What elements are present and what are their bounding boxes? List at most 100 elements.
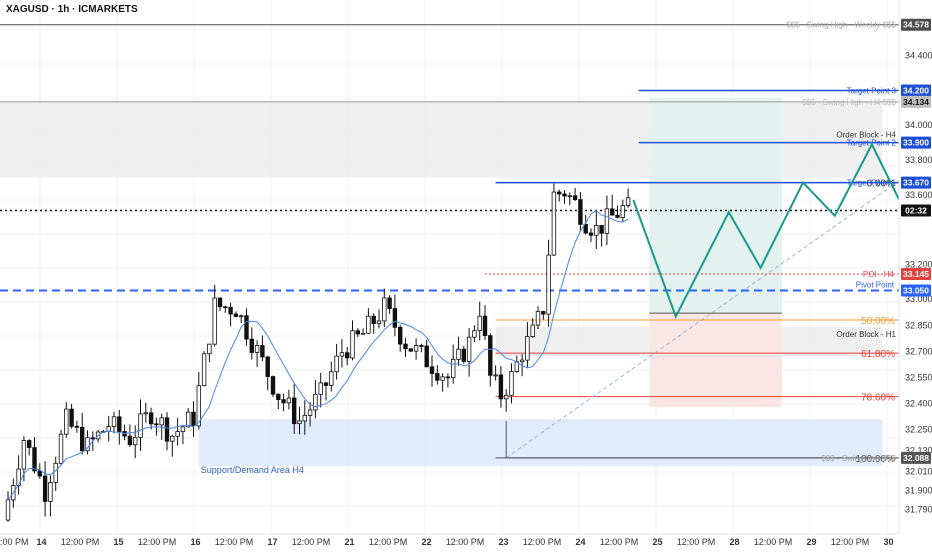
candle-body <box>382 297 387 322</box>
position-profit-zone <box>649 97 782 314</box>
time-tick-label: 12:00 PM <box>831 537 870 547</box>
candle-body <box>334 355 339 373</box>
time-tick-label: 15 <box>113 537 123 547</box>
candle-body <box>138 413 143 438</box>
price-tick-label: 34.400 <box>905 51 932 61</box>
candle-body <box>366 315 371 334</box>
candle-body <box>69 408 74 427</box>
candle-body <box>472 330 477 338</box>
candle-body <box>360 332 366 335</box>
swing-high-h4-text: $$$ - Swing High - H4 $$$ <box>802 98 896 107</box>
time-tick-label: 12:00 PM <box>369 537 408 547</box>
candle-body <box>424 345 429 368</box>
candle-body <box>281 399 286 404</box>
candle-body <box>450 358 456 379</box>
time-tick-label: 25 <box>652 537 662 547</box>
candle-body <box>509 371 514 396</box>
candle-body <box>307 409 313 416</box>
time-tick-label: 14 <box>36 537 46 547</box>
candle-body <box>572 195 578 200</box>
price-tick-label: 31.790 <box>905 505 932 515</box>
candle-body <box>477 315 482 332</box>
time-tick-label: 12:00 PM <box>61 537 100 547</box>
candle-body <box>180 426 186 432</box>
candle-body <box>260 345 265 358</box>
candle-body <box>111 416 117 427</box>
time-tick-label: 12:00 PM <box>446 537 485 547</box>
candle-body <box>435 373 440 381</box>
time-tick-label: 12:00 PM <box>215 537 254 547</box>
target-point-3-price-badge <box>901 84 931 97</box>
swing-high-weekly-price-badge <box>901 18 931 31</box>
candle-body <box>503 394 509 400</box>
candle-body <box>339 352 345 357</box>
time-tick-label: 12:00 PM <box>754 537 793 547</box>
candle-body <box>525 336 530 361</box>
price-tick-label: 33.000 <box>905 294 932 304</box>
chart-title: XAGUSD · 1h · ICMARKETS <box>6 4 138 15</box>
candle-body <box>562 193 567 197</box>
candle-body <box>64 408 69 435</box>
candle-body <box>26 440 32 448</box>
candle-body <box>588 232 594 236</box>
pivot-point-price-badge <box>901 284 931 297</box>
candle-body <box>625 197 631 206</box>
projection-path <box>632 142 921 320</box>
candle-body <box>313 393 318 411</box>
price-tick-label: 33.200 <box>905 259 932 269</box>
time-tick-label: 24 <box>575 537 585 547</box>
price-tick-label: 32.550 <box>905 372 932 382</box>
current-time-price-badge-text: 02:32 <box>905 205 927 215</box>
candle-body <box>546 254 551 315</box>
poi-h4-price-badge <box>901 267 931 280</box>
candle-body <box>32 447 37 472</box>
candle-body <box>207 343 212 355</box>
candle-body <box>615 214 620 218</box>
candle-body <box>535 311 541 326</box>
candle-body <box>482 315 488 336</box>
swing-low-price-badge-text: 32.088 <box>903 453 929 463</box>
position-loss-zone <box>649 313 782 408</box>
time-tick-label: 30 <box>883 537 893 547</box>
time-tick-label: 28 <box>729 537 739 547</box>
candle-body <box>244 315 249 340</box>
order-block-h1-text: Order Block - H1 <box>836 330 896 339</box>
target-point-2-price-badge-text: 33.900 <box>903 138 929 148</box>
candle-body <box>594 225 599 236</box>
candle-body <box>392 308 398 328</box>
candle-body <box>599 225 604 234</box>
time-tick-label: 16 <box>190 537 200 547</box>
candle-body <box>249 338 254 353</box>
candle-body <box>223 306 228 309</box>
price-tick-label: 32.010 <box>905 466 932 476</box>
candle-body <box>456 348 461 360</box>
candle-body <box>440 376 445 381</box>
candle-body <box>170 435 175 442</box>
candle-body <box>238 315 244 318</box>
order-block-h4-text: Order Block - H4 <box>836 130 896 139</box>
time-axis-background <box>0 534 901 550</box>
time-tick-label: 29 <box>806 537 816 547</box>
candle-body <box>228 306 233 315</box>
candle-body <box>466 336 472 362</box>
swing-high-h4-price-badge <box>901 95 931 108</box>
swing-low-text: $$$ - Swing Low $$$ <box>821 454 896 463</box>
candle-body <box>90 437 95 440</box>
candle-body <box>217 297 223 308</box>
price-tick-label: 32.250 <box>905 425 932 435</box>
candle-body <box>270 376 276 395</box>
candle-body <box>143 412 148 415</box>
pivot-point-text: Pivot Point <box>856 280 895 289</box>
fib-level-label: 100.00% <box>856 454 896 465</box>
candle-body <box>148 412 154 425</box>
time-tick-label: 23 <box>498 537 508 547</box>
candle-body <box>164 417 170 442</box>
time-tick-label: 12:00 PM <box>138 537 177 547</box>
candle-body <box>620 205 625 218</box>
target-point-1-price-badge-text: 33.670 <box>903 178 929 188</box>
candle-body <box>461 348 466 362</box>
candle-body <box>5 499 11 521</box>
candle-body <box>429 366 435 374</box>
candle-body <box>610 208 615 216</box>
